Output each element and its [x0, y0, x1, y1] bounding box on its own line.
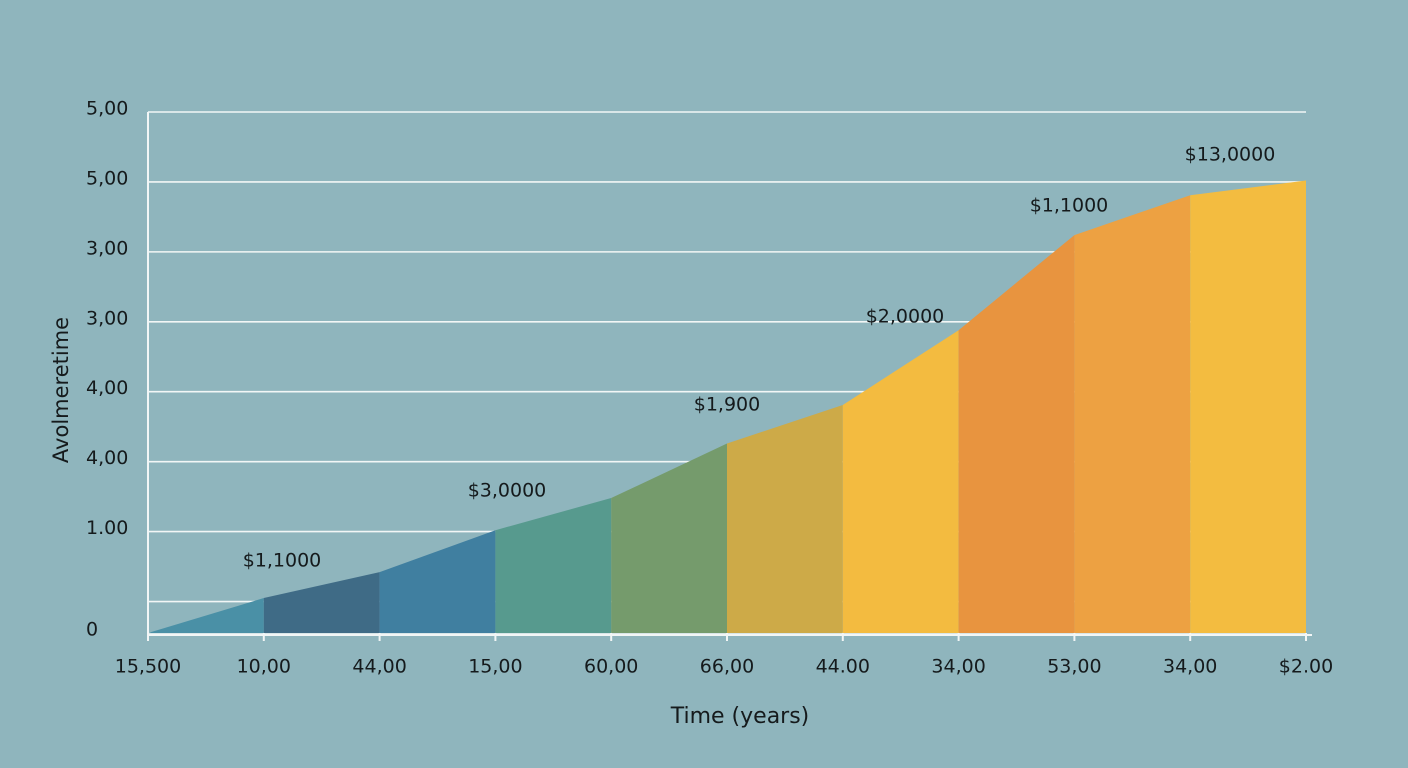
y-axis-label: Avolmeretime: [49, 317, 73, 463]
area-segment: [495, 498, 612, 633]
y-tick-label: 3,00: [86, 307, 128, 329]
annotation: $13,0000: [1185, 144, 1276, 166]
annotation: $1,1000: [1030, 195, 1109, 217]
area-segment: [1190, 180, 1306, 633]
y-tick-label: 4,00: [86, 377, 128, 399]
x-tick-label: 60,00: [584, 656, 638, 678]
y-tick-label: 1.00: [86, 517, 128, 539]
area-segment: [148, 598, 264, 633]
y-tick-label: 5,00: [86, 98, 128, 120]
area-segment: [842, 330, 959, 633]
x-tick-label: $2.00: [1279, 656, 1333, 678]
y-tick-label: 5,00: [86, 167, 128, 189]
y-tick-label: 0: [86, 619, 98, 641]
x-tick-label: 34,00: [931, 656, 985, 678]
x-tick-label: 10,00: [237, 656, 291, 678]
area-segment: [611, 443, 727, 633]
x-tick-label: 34,00: [1163, 656, 1217, 678]
area-segment: [379, 530, 496, 633]
x-tick-label: 15,500: [115, 656, 181, 678]
area-segment: [727, 405, 843, 633]
x-axis-label: Time (years): [670, 704, 810, 729]
y-tick-label: 4,00: [86, 447, 128, 469]
x-tick-label: 44,00: [352, 656, 406, 678]
x-tick-label: 44.00: [816, 656, 870, 678]
x-tick-label: 66,00: [700, 656, 754, 678]
area-segment: [1074, 195, 1191, 633]
annotation: $2,0000: [866, 306, 945, 328]
annotation: $1,900: [694, 394, 760, 416]
annotation: $3,0000: [468, 480, 547, 502]
x-tick-label: 15,00: [468, 656, 522, 678]
annotation: $1,1000: [243, 550, 322, 572]
area-segment: [958, 235, 1075, 633]
x-tick-label: 53,00: [1047, 656, 1101, 678]
y-tick-label: 3,00: [86, 237, 128, 259]
area-segment: [263, 572, 380, 633]
